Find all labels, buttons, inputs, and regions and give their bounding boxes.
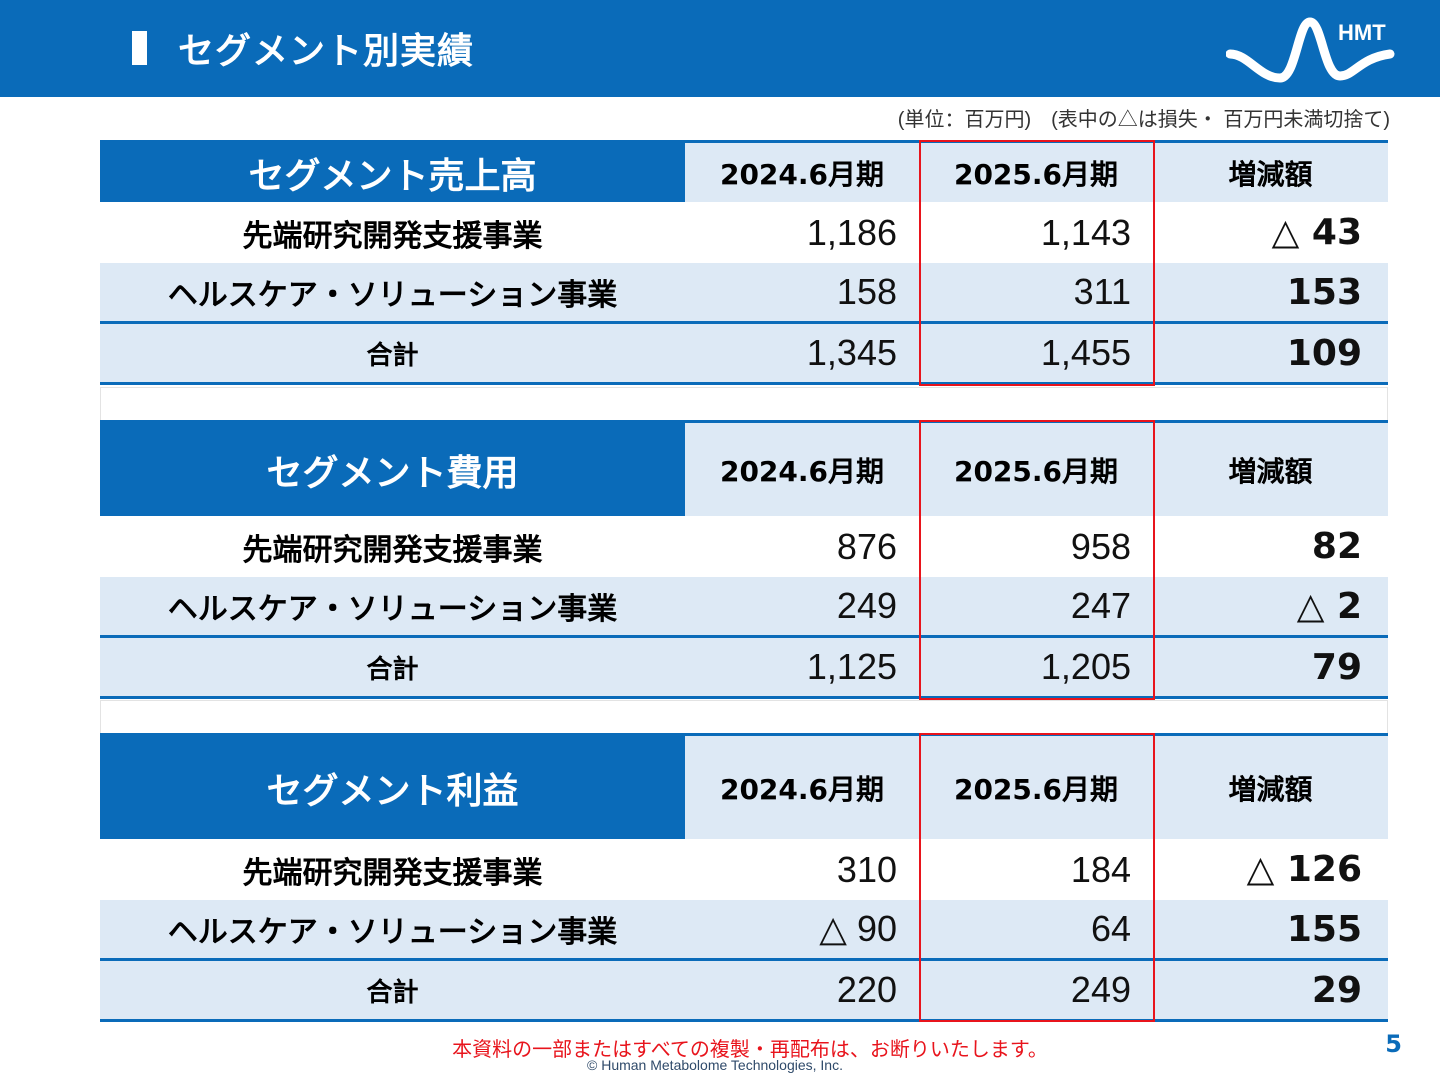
table-spacer [100, 387, 1388, 421]
value-2024: 1,345 [685, 324, 919, 382]
row-label: ヘルスケア・ソリューション事業 [100, 263, 685, 321]
value-2025: 958 [1070, 525, 1131, 567]
table-row: ヘルスケア・ソリューション事業 249 247 △ 2 [100, 577, 1388, 638]
value-2024: 876 [836, 525, 897, 567]
column-header-2025: 2025.6月期 [919, 423, 1153, 516]
table-row: ヘルスケア・ソリューション事業 △ 90 64 155 [100, 900, 1388, 961]
value-2024: △ 90 [685, 900, 919, 958]
table-row: ヘルスケア・ソリューション事業 158 311 153 [100, 263, 1388, 324]
value-2025: 249 [919, 961, 1153, 1019]
logo-text: HMT [1338, 20, 1386, 45]
unit-note: (単位：百万円) (表中の△は損失・ 百万円未満切捨て) [897, 109, 1390, 131]
value-change: △ 126 [1246, 849, 1362, 890]
value-2024: 1,186 [806, 211, 897, 253]
title-marker [132, 31, 147, 65]
table-row: 先端研究開発支援事業 1,186 1,143 △ 43 [100, 202, 1388, 263]
table-spacer [100, 700, 1388, 734]
value-2025: 247 [919, 577, 1153, 635]
row-label: ヘルスケア・ソリューション事業 [100, 577, 685, 635]
column-header-2025: 2025.6月期 [919, 143, 1153, 202]
value-change: △ 43 [1271, 212, 1362, 253]
table-header-row: セグメント費用 2024.6月期 2025.6月期 増減額 [100, 420, 1388, 516]
value-2024: 158 [685, 263, 919, 321]
value-change: 155 [1153, 900, 1388, 958]
table-total-row: 合計 1,125 1,205 79 [100, 638, 1388, 699]
value-change: 153 [1153, 263, 1388, 321]
value-2024: 310 [836, 848, 897, 890]
page-number: 5 [1385, 1030, 1402, 1058]
value-2025: 1,455 [919, 324, 1153, 382]
column-header-2024: 2024.6月期 [685, 143, 919, 202]
table-header-row: セグメント利益 2024.6月期 2025.6月期 増減額 [100, 733, 1388, 839]
row-label: ヘルスケア・ソリューション事業 [100, 900, 685, 958]
segment-expense-table: セグメント費用 2024.6月期 2025.6月期 増減額 先端研究開発支援事業… [100, 420, 1388, 699]
header-bar [0, 0, 1440, 97]
value-2024: 220 [685, 961, 919, 1019]
table-title: セグメント利益 [100, 736, 685, 839]
value-2025: 64 [919, 900, 1153, 958]
footer-note: 本資料の一部またはすべての複製・再配布は、お断りいたします。 [452, 1037, 1048, 1061]
table-title: セグメント費用 [100, 423, 685, 516]
column-header-2024: 2024.6月期 [685, 423, 919, 516]
value-2025: 1,205 [919, 638, 1153, 696]
value-2024: 1,125 [685, 638, 919, 696]
table-row: 先端研究開発支援事業 876 958 82 [100, 516, 1388, 577]
value-2025: 184 [1070, 848, 1131, 890]
row-label: 合計 [100, 638, 685, 696]
value-change: △ 2 [1153, 577, 1388, 635]
value-change: 109 [1153, 324, 1388, 382]
value-change: 29 [1153, 961, 1388, 1019]
table-total-row: 合計 220 249 29 [100, 961, 1388, 1022]
row-label: 先端研究開発支援事業 [242, 855, 543, 891]
segment-profit-table: セグメント利益 2024.6月期 2025.6月期 増減額 先端研究開発支援事業… [100, 733, 1388, 1022]
value-change: 82 [1311, 526, 1362, 567]
row-label: 合計 [100, 324, 685, 382]
column-header-change: 増減額 [1153, 423, 1388, 516]
value-2025: 1,143 [1040, 211, 1131, 253]
column-header-2025: 2025.6月期 [919, 736, 1153, 839]
value-2024: 249 [685, 577, 919, 635]
value-2025: 311 [919, 263, 1153, 321]
table-header-row: セグメント売上高 2024.6月期 2025.6月期 増減額 [100, 140, 1388, 202]
copyright: © Human Metabolome Technologies, Inc. [587, 1057, 843, 1073]
column-header-2024: 2024.6月期 [685, 736, 919, 839]
table-title: セグメント売上高 [100, 143, 685, 202]
row-label: 合計 [100, 961, 685, 1019]
page-title: セグメント別実績 [178, 31, 475, 72]
column-header-change: 増減額 [1153, 143, 1388, 202]
segment-sales-table: セグメント売上高 2024.6月期 2025.6月期 増減額 先端研究開発支援事… [100, 140, 1388, 385]
column-header-change: 増減額 [1153, 736, 1388, 839]
table-row: 先端研究開発支援事業 310 184 △ 126 [100, 839, 1388, 900]
value-change: 79 [1153, 638, 1388, 696]
row-label: 先端研究開発支援事業 [242, 218, 543, 254]
table-total-row: 合計 1,345 1,455 109 [100, 324, 1388, 385]
row-label: 先端研究開発支援事業 [242, 532, 543, 568]
hmt-logo: HMT [1226, 17, 1395, 83]
